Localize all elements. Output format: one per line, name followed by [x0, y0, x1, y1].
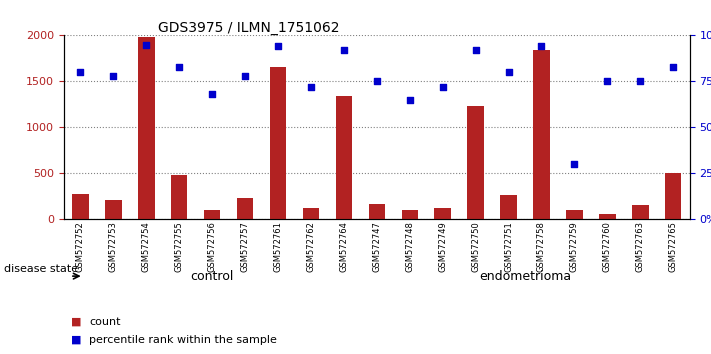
Text: GSM572754: GSM572754 [141, 222, 151, 272]
Bar [402, 210, 418, 219]
Bar [303, 209, 319, 219]
Point [338, 47, 350, 53]
Text: GSM572751: GSM572751 [504, 222, 513, 272]
Text: GSM572753: GSM572753 [109, 222, 118, 272]
Text: ■: ■ [71, 317, 82, 327]
Point [371, 79, 383, 84]
Bar [501, 195, 517, 219]
Text: GSM572752: GSM572752 [76, 222, 85, 272]
Point [305, 84, 316, 90]
Point [206, 91, 218, 97]
Bar [599, 214, 616, 219]
Text: GSM572747: GSM572747 [373, 222, 381, 272]
Bar [171, 175, 188, 219]
Text: GSM572749: GSM572749 [438, 222, 447, 272]
Text: disease state: disease state [4, 264, 78, 274]
Point [75, 69, 86, 75]
Text: ■: ■ [71, 335, 82, 345]
Bar [336, 96, 352, 219]
Bar [632, 205, 648, 219]
Text: control: control [191, 270, 234, 282]
Point [437, 84, 449, 90]
Text: GSM572750: GSM572750 [471, 222, 480, 272]
Point [272, 44, 284, 49]
Text: GSM572757: GSM572757 [240, 222, 250, 272]
Point [404, 97, 415, 103]
Text: GSM572765: GSM572765 [669, 222, 678, 272]
Text: GSM572758: GSM572758 [537, 222, 546, 272]
Text: endometrioma: endometrioma [479, 270, 571, 282]
Text: GSM572763: GSM572763 [636, 222, 645, 273]
Point [569, 161, 580, 167]
Bar [73, 194, 89, 219]
Text: GSM572748: GSM572748 [405, 222, 415, 272]
Bar [467, 106, 484, 219]
Point [635, 79, 646, 84]
Text: GSM572755: GSM572755 [175, 222, 183, 272]
Text: count: count [89, 317, 120, 327]
Bar [269, 67, 287, 219]
Point [107, 73, 119, 79]
Bar [533, 50, 550, 219]
Point [602, 79, 613, 84]
Text: GDS3975 / ILMN_1751062: GDS3975 / ILMN_1751062 [158, 21, 340, 35]
Bar [105, 200, 122, 219]
Bar [665, 173, 681, 219]
Text: percentile rank within the sample: percentile rank within the sample [89, 335, 277, 345]
Bar [204, 210, 220, 219]
Bar [237, 198, 253, 219]
Point [173, 64, 185, 69]
Text: GSM572761: GSM572761 [274, 222, 282, 272]
Point [141, 42, 152, 47]
Point [503, 69, 514, 75]
Point [668, 64, 679, 69]
Text: GSM572762: GSM572762 [306, 222, 316, 272]
Text: GSM572764: GSM572764 [339, 222, 348, 272]
Bar [368, 204, 385, 219]
Point [470, 47, 481, 53]
Bar [566, 210, 582, 219]
Text: GSM572756: GSM572756 [208, 222, 217, 272]
Point [536, 44, 547, 49]
Bar [434, 207, 451, 219]
Bar [138, 37, 154, 219]
Text: GSM572760: GSM572760 [603, 222, 612, 272]
Text: GSM572759: GSM572759 [570, 222, 579, 272]
Point [240, 73, 251, 79]
